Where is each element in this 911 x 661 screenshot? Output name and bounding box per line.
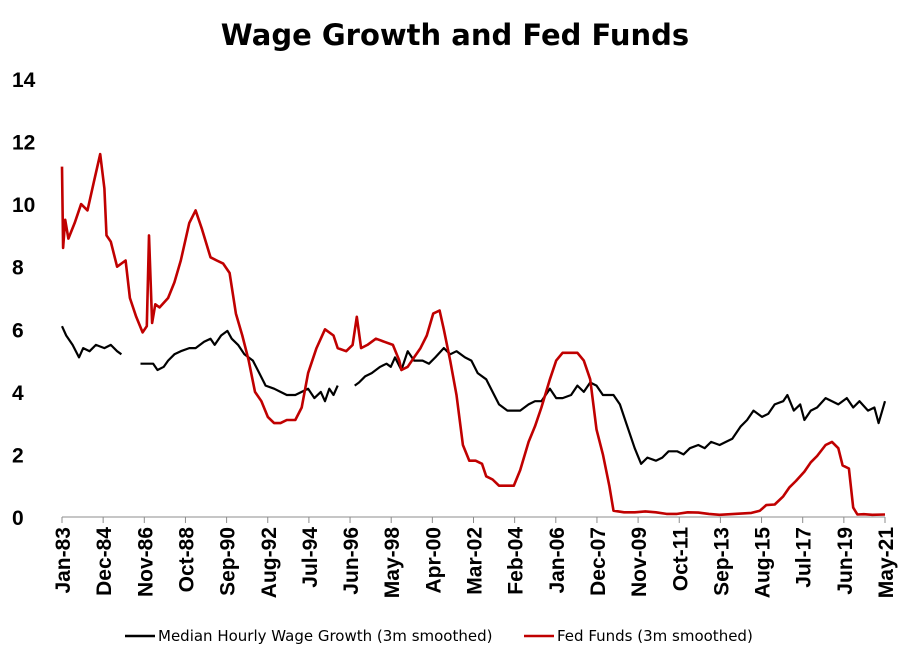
y-tick-label: 10 <box>12 194 35 217</box>
y-tick-label: 4 <box>12 382 24 405</box>
x-tick-label: Jun-19 <box>834 527 857 595</box>
y-tick-label: 2 <box>12 444 24 467</box>
y-tick-label: 6 <box>12 319 24 342</box>
x-tick-label: May-98 <box>381 527 404 599</box>
y-tick-label: 8 <box>12 257 24 280</box>
x-tick-label: May-21 <box>875 527 898 599</box>
x-tick-label: Mar-02 <box>464 527 487 595</box>
x-tick-label: Oct-88 <box>175 527 198 593</box>
y-tick-label: 0 <box>12 507 24 530</box>
x-tick-label: Sep-90 <box>217 527 240 596</box>
x-tick-label: Aug-92 <box>258 527 281 598</box>
x-tick-label: Dec-84 <box>93 527 116 596</box>
x-tick-label: Oct-11 <box>669 527 692 592</box>
legend: Median Hourly Wage Growth (3m smoothed) F… <box>125 627 753 645</box>
x-tick-label: Jun-96 <box>340 527 363 595</box>
x-tick-label: Jan-83 <box>52 527 75 594</box>
chart-title: Wage Growth and Fed Funds <box>221 18 689 52</box>
fed-funds-series-line <box>60 152 886 517</box>
x-tick-label: Nov-86 <box>134 527 157 597</box>
x-tick-label: Apr-00 <box>422 527 445 594</box>
x-tick-label: Feb-04 <box>505 527 528 595</box>
x-tick-label: Jul-17 <box>793 527 816 588</box>
x-tick-label: Dec-07 <box>587 527 610 596</box>
x-tick-label: Aug-15 <box>752 527 775 598</box>
x-tick-label: Sep-13 <box>710 527 733 596</box>
series-group <box>60 152 887 517</box>
y-tick-label: 14 <box>12 69 36 92</box>
x-tick-label: Jan-06 <box>546 527 569 594</box>
y-tick-label: 12 <box>12 132 35 155</box>
x-axis: Jan-83 Dec-84 Nov-86 Oct-88 Sep-90 Aug-92 Jul-… <box>52 516 898 599</box>
x-tick-label: Jul-94 <box>299 527 322 588</box>
wage-growth-series-line <box>60 325 887 465</box>
legend-label: Median Hourly Wage Growth (3m smoothed) <box>158 627 492 645</box>
legend-label: Fed Funds (3m smoothed) <box>557 627 753 645</box>
y-axis-ticks: 0 2 4 6 8 10 12 14 <box>12 69 36 530</box>
x-tick-label: Nov-09 <box>628 527 651 597</box>
